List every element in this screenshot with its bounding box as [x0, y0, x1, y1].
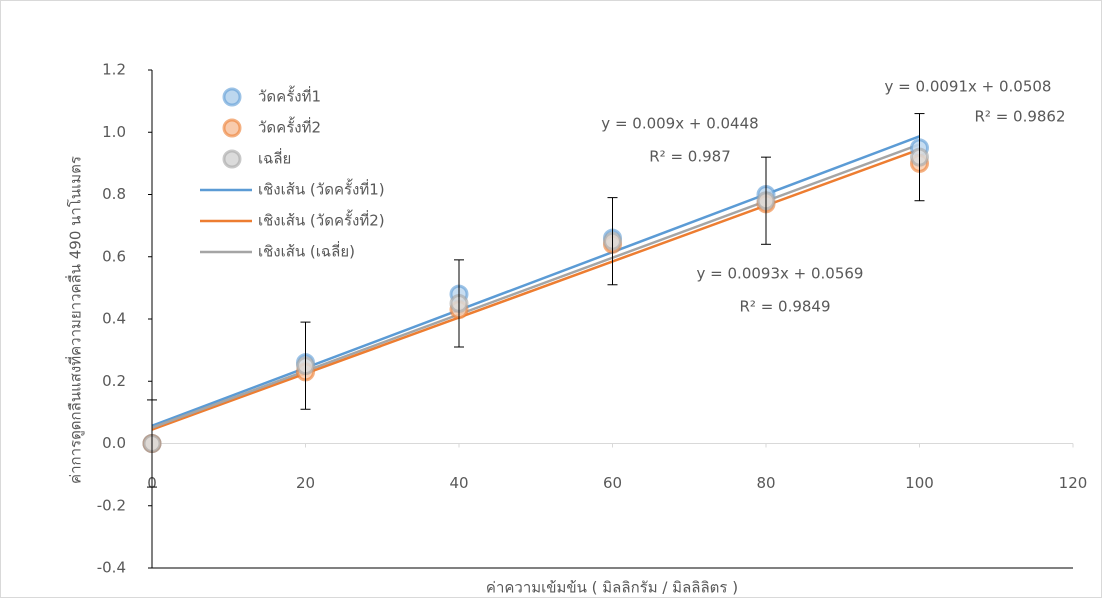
legend-label: เชิงเส้น (วัดครั้งที่1) — [258, 179, 385, 199]
error-bar — [914, 113, 925, 202]
y-axis-title: ค่าการดูดกลืนแสงที่ความยาวคลื่น 490 นาโน… — [65, 156, 85, 484]
y-tick-label: 1.0 — [102, 123, 126, 141]
legend-marker — [222, 118, 242, 138]
trendline-equation: y = 0.009x + 0.0448 — [601, 115, 758, 133]
x-tick-label: 120 — [1059, 474, 1088, 492]
trendline — [151, 148, 920, 431]
trendline — [151, 143, 920, 429]
x-tick-label: 80 — [756, 474, 775, 492]
y-tick-label: 0.4 — [102, 310, 126, 328]
legend-label: วัดครั้งที่2 — [258, 117, 321, 137]
error-bar — [761, 156, 771, 245]
x-tick-label: 100 — [905, 474, 934, 492]
legend-marker — [222, 149, 242, 169]
trendline-equation: y = 0.0093x + 0.0569 — [697, 265, 864, 283]
trendline-r-squared: R² = 0.9862 — [974, 108, 1065, 126]
y-tick-label: -0.4 — [97, 559, 126, 577]
y-tick-label: 0.0 — [102, 434, 126, 452]
x-tick-label: 60 — [603, 474, 622, 492]
trendline — [151, 135, 920, 427]
trendline-r-squared: R² = 0.987 — [649, 148, 730, 166]
legend-label: เฉลี่ย — [258, 148, 291, 168]
legend-label: เชิงเส้น (เฉลี่ย) — [258, 241, 355, 261]
trendline-r-squared: R² = 0.9849 — [739, 298, 830, 316]
x-tick-label: 40 — [449, 474, 468, 492]
error-bar — [300, 321, 311, 410]
legend-marker — [222, 87, 242, 107]
trendline-equation: y = 0.0091x + 0.0508 — [885, 78, 1052, 96]
error-bar — [454, 259, 464, 348]
y-tick-label: 1.2 — [102, 61, 126, 79]
error-bar — [147, 399, 157, 488]
y-tick-label: 0.8 — [102, 185, 126, 203]
error-bar — [607, 197, 618, 286]
y-tick-label: -0.2 — [97, 496, 126, 514]
legend-label: วัดครั้งที่1 — [258, 86, 321, 106]
x-tick-label: 20 — [296, 474, 315, 492]
legend-label: เชิงเส้น (วัดครั้งที่2) — [258, 210, 385, 230]
y-tick-label: 0.6 — [102, 247, 126, 265]
x-axis-title: ค่าความเข้มข้น ( มิลลิกรัม / มิลลิลิตร ) — [486, 579, 738, 597]
y-tick-label: 0.2 — [102, 372, 126, 390]
